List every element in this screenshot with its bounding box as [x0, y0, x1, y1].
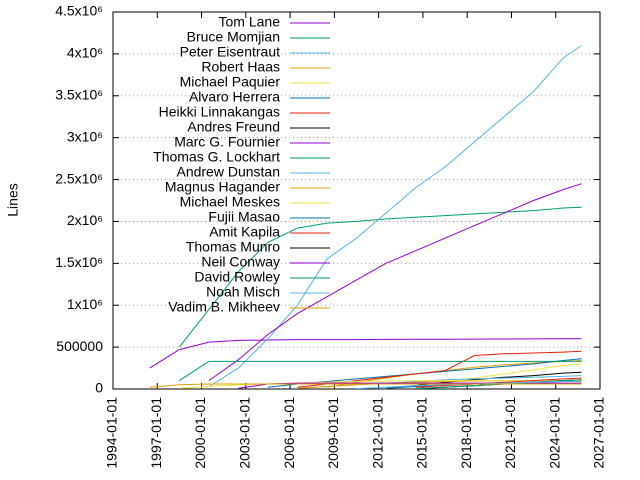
legend-label: Thomas G. Lockhart: [153, 149, 280, 165]
y-tick-label: 0: [95, 380, 103, 396]
series-line: [238, 382, 582, 389]
legend-label: Neil Conway: [201, 254, 280, 270]
series-line: [178, 206, 582, 348]
legend-label: Amit Kapila: [209, 224, 280, 240]
legend-label: Fujii Masao: [208, 209, 280, 225]
legend-label: Magnus Hagander: [165, 179, 281, 195]
series-line: [179, 360, 582, 382]
series-line: [415, 377, 582, 388]
series-line: [149, 383, 582, 388]
legend-label: Michael Meskes: [180, 194, 280, 210]
x-tick-label: 2024-01-01: [546, 397, 562, 469]
x-tick-label: 2000-01-01: [192, 397, 208, 469]
legend-label: Peter Eisentraut: [180, 44, 280, 60]
y-tick-label: 1.5x10⁶: [55, 254, 103, 270]
series-line: [149, 338, 582, 369]
y-tick-label: 4.5x10⁶: [55, 3, 103, 19]
x-tick-label: 1997-01-01: [148, 397, 164, 469]
legend-label: Thomas Munro: [186, 239, 280, 255]
y-tick-label: 1x10⁶: [67, 296, 103, 312]
y-tick-label: 3x10⁶: [67, 128, 103, 144]
x-tick-label: 2009-01-01: [325, 397, 341, 469]
legend-label: Robert Haas: [201, 59, 280, 75]
x-tick-label: 2027-01-01: [591, 397, 607, 469]
y-tick-label: 2x10⁶: [67, 212, 103, 228]
x-tick-label: 2015-01-01: [414, 397, 430, 469]
x-tick-label: 1994-01-01: [104, 397, 120, 469]
legend-label: Michael Paquier: [180, 74, 281, 90]
x-tick-label: 2021-01-01: [502, 397, 518, 469]
y-tick-label: 3.5x10⁶: [55, 86, 103, 102]
x-tick-label: 2003-01-01: [237, 397, 253, 469]
series-line: [179, 380, 582, 389]
legend-label: Andrew Dunstan: [176, 164, 280, 180]
legend-label: Tom Lane: [219, 14, 281, 30]
series-line: [385, 363, 582, 389]
series-line: [208, 45, 582, 387]
x-tick-label: 2006-01-01: [281, 397, 297, 469]
x-tick-label: 2018-01-01: [458, 397, 474, 469]
legend-label: Heikki Linnakangas: [159, 104, 280, 120]
x-tick-label: 2012-01-01: [369, 397, 385, 469]
legend-label: Alvaro Herrera: [189, 89, 280, 105]
y-tick-label: 4x10⁶: [67, 45, 103, 61]
y-tick-label: 500000: [56, 338, 103, 354]
legend-label: Bruce Momjian: [187, 29, 280, 45]
legend-label: Andres Freund: [187, 119, 280, 135]
series-line: [208, 183, 582, 382]
y-axis-label: Lines: [5, 183, 21, 216]
legend-label: Marc G. Fournier: [174, 134, 280, 150]
legend-label: Noah Misch: [206, 284, 280, 300]
legend-label: Vadim B. Mikheev: [168, 299, 280, 315]
y-tick-label: 2.5x10⁶: [55, 170, 103, 186]
legend-label: David Rowley: [194, 269, 280, 285]
